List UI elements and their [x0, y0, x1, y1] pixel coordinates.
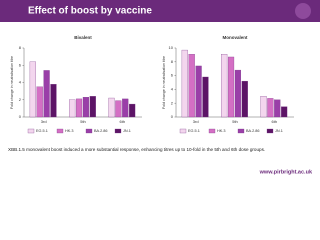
- bar: [115, 100, 122, 118]
- legend-label: HK.3: [217, 129, 225, 133]
- x-tick-label: 6th: [120, 119, 126, 124]
- y-tick-label: 2: [171, 100, 174, 105]
- bar: [75, 98, 83, 118]
- bar: [195, 65, 202, 118]
- legend-swatch: [27, 128, 35, 134]
- bar: [89, 96, 96, 118]
- header-banner: [0, 0, 320, 22]
- y-tick-label: 4: [171, 86, 174, 91]
- bar: [108, 97, 115, 118]
- legend-label: EG.5.1: [36, 129, 48, 133]
- x-tick-label: 3rd: [41, 119, 47, 124]
- chart-title: Monovalent: [222, 35, 248, 40]
- legend-label: JN.1: [275, 129, 283, 133]
- legend-swatch: [266, 128, 274, 134]
- legend-label: JN.1: [123, 129, 131, 133]
- bar: [122, 98, 129, 118]
- bar: [82, 97, 90, 118]
- bar: [281, 106, 288, 118]
- legend-swatch: [114, 128, 122, 134]
- bar: [29, 61, 36, 118]
- slide-canvas: Effect of boost by vaccine XBB.1.5 monov…: [0, 0, 320, 175]
- bar: [129, 103, 136, 118]
- bar: [181, 49, 188, 118]
- x-tick-label: 5th: [80, 119, 86, 124]
- legend-swatch: [237, 128, 245, 134]
- footer-url: www.pirbright.ac.uk: [259, 169, 313, 175]
- bar: [274, 99, 281, 118]
- bar: [50, 84, 57, 118]
- bar: [260, 96, 267, 118]
- bar: [69, 99, 76, 118]
- caption: XBB.1.5 monovalent boost induced a more …: [8, 147, 265, 152]
- y-tick-label: 10: [169, 45, 174, 50]
- bar: [234, 69, 242, 118]
- legend-label: BA.2.86: [246, 129, 260, 133]
- y-axis-label: Fold change in neutralisation titre: [162, 56, 166, 109]
- bar: [202, 76, 209, 118]
- bar: [267, 98, 274, 118]
- bar: [188, 54, 195, 118]
- legend-swatch: [85, 128, 93, 134]
- logo: [295, 3, 311, 19]
- bar: [241, 80, 248, 118]
- bar: [221, 54, 228, 118]
- y-tick-label: 8: [171, 59, 174, 64]
- y-tick-label: 0: [19, 114, 22, 119]
- legend-label: EG.5.1: [188, 129, 200, 133]
- slide: Effect of boost by vaccine XBB.1.5 monov…: [0, 0, 320, 175]
- x-tick-label: 5th: [232, 119, 238, 124]
- chart-title: Bivalent: [74, 35, 92, 40]
- y-tick-label: 6: [171, 73, 174, 78]
- y-tick-label: 0: [171, 114, 174, 119]
- y-axis-label: Fold change in neutralisation titre: [10, 56, 14, 109]
- y-tick-label: 8: [19, 45, 22, 50]
- bar: [36, 86, 43, 118]
- x-tick-label: 6th: [272, 119, 278, 124]
- legend-label: HK.3: [65, 129, 73, 133]
- bar: [43, 70, 50, 118]
- y-tick-label: 6: [19, 62, 22, 67]
- x-tick-label: 3rd: [193, 119, 199, 124]
- y-tick-label: 4: [19, 80, 22, 85]
- legend-swatch: [179, 128, 187, 134]
- bar: [227, 56, 235, 118]
- y-tick-label: 2: [19, 97, 22, 102]
- legend-label: BA.2.86: [94, 129, 108, 133]
- legend-swatch: [56, 128, 64, 134]
- legend-swatch: [208, 128, 216, 134]
- slide-title: Effect of boost by vaccine: [28, 6, 152, 17]
